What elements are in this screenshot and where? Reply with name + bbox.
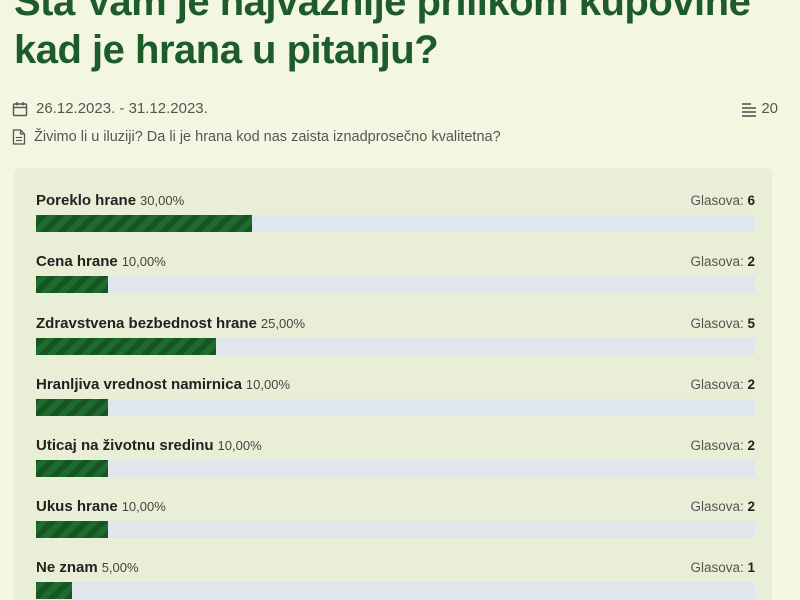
option-percent: 10,00% xyxy=(245,377,290,392)
poll-option: Ne znam 5,00% Glasova: 1 xyxy=(36,559,755,600)
option-bar-fill xyxy=(36,215,252,232)
option-bar-track xyxy=(36,338,755,355)
poll-title: Šta Vam je najvažnije prilikom kupovine … xyxy=(14,0,751,72)
option-votes: Glasova: 2 xyxy=(690,377,755,392)
votes-count: 1 xyxy=(747,560,755,575)
poll-description-row: Živimo li u iluziji? Da li je hrana kod … xyxy=(12,127,780,147)
option-label: Uticaj na životnu sredinu xyxy=(36,437,214,454)
votes-count: 6 xyxy=(747,193,755,208)
poll-option: Ukus hrane 10,00% Glasova: 2 xyxy=(36,498,755,558)
poll-date: 26.12.2023. - 31.12.2023. xyxy=(12,100,208,117)
votes-count: 2 xyxy=(747,438,755,453)
option-percent: 10,00% xyxy=(121,499,166,514)
option-percent: 10,00% xyxy=(217,438,262,453)
calendar-icon xyxy=(12,101,28,117)
poll-results-panel: Poreklo hrane 30,00% Glasova: 6 Cena hran… xyxy=(14,168,772,600)
poll-option: Zdravstvena bezbednost hrane 25,00% Glaso… xyxy=(36,315,755,375)
option-bar-fill xyxy=(36,338,216,355)
poll-meta: 26.12.2023. - 31.12.2023. 20 xyxy=(12,100,780,122)
option-percent: 10,00% xyxy=(121,254,166,269)
option-percent: 5,00% xyxy=(101,560,139,575)
votes-count: 2 xyxy=(747,499,755,514)
option-bar-fill xyxy=(36,521,108,538)
list-icon xyxy=(741,101,757,117)
votes-prefix: Glasova: xyxy=(690,438,744,453)
poll-date-range: 26.12.2023. - 31.12.2023. xyxy=(36,100,208,117)
option-votes: Glasova: 2 xyxy=(690,438,755,453)
document-icon xyxy=(12,129,26,145)
option-votes: Glasova: 1 xyxy=(690,560,755,575)
votes-prefix: Glasova: xyxy=(690,316,744,331)
option-label: Poreklo hrane xyxy=(36,192,137,209)
option-bar-fill xyxy=(36,582,72,599)
option-percent: 25,00% xyxy=(260,316,305,331)
option-bar-track xyxy=(36,521,755,538)
poll-option: Uticaj na životnu sredinu 10,00% Glasova:… xyxy=(36,437,755,497)
votes-count: 2 xyxy=(747,254,755,269)
poll-total-votes: 20 xyxy=(761,100,778,117)
option-votes: Glasova: 2 xyxy=(690,254,755,269)
poll-option: Poreklo hrane 30,00% Glasova: 6 xyxy=(36,192,755,252)
option-label: Cena hrane xyxy=(36,253,118,270)
option-bar-track xyxy=(36,399,755,416)
option-bar-track xyxy=(36,276,755,293)
option-label: Ukus hrane xyxy=(36,498,118,515)
poll-description: Živimo li u iluziji? Da li je hrana kod … xyxy=(34,129,501,145)
votes-prefix: Glasova: xyxy=(690,499,744,514)
option-bar-track xyxy=(36,215,755,232)
option-percent: 30,00% xyxy=(140,193,185,208)
option-bar-track xyxy=(36,582,755,599)
option-bar-fill xyxy=(36,460,108,477)
votes-prefix: Glasova: xyxy=(690,254,744,269)
option-label: Zdravstvena bezbednost hrane xyxy=(36,315,257,332)
votes-prefix: Glasova: xyxy=(690,193,744,208)
option-bar-fill xyxy=(36,276,108,293)
poll-option: Hranljiva vrednost namirnica 10,00% Glaso… xyxy=(36,376,755,436)
votes-count: 5 xyxy=(747,316,755,331)
votes-prefix: Glasova: xyxy=(690,377,744,392)
poll-total: 20 xyxy=(741,100,778,117)
votes-prefix: Glasova: xyxy=(690,560,744,575)
option-label: Ne znam xyxy=(36,559,98,576)
option-votes: Glasova: 5 xyxy=(690,316,755,331)
poll-option: Cena hrane 10,00% Glasova: 2 xyxy=(36,253,755,313)
votes-count: 2 xyxy=(747,377,755,392)
option-bar-track xyxy=(36,460,755,477)
option-votes: Glasova: 2 xyxy=(690,499,755,514)
option-bar-fill xyxy=(36,399,108,416)
option-votes: Glasova: 6 xyxy=(690,193,755,208)
option-label: Hranljiva vrednost namirnica xyxy=(36,376,242,393)
